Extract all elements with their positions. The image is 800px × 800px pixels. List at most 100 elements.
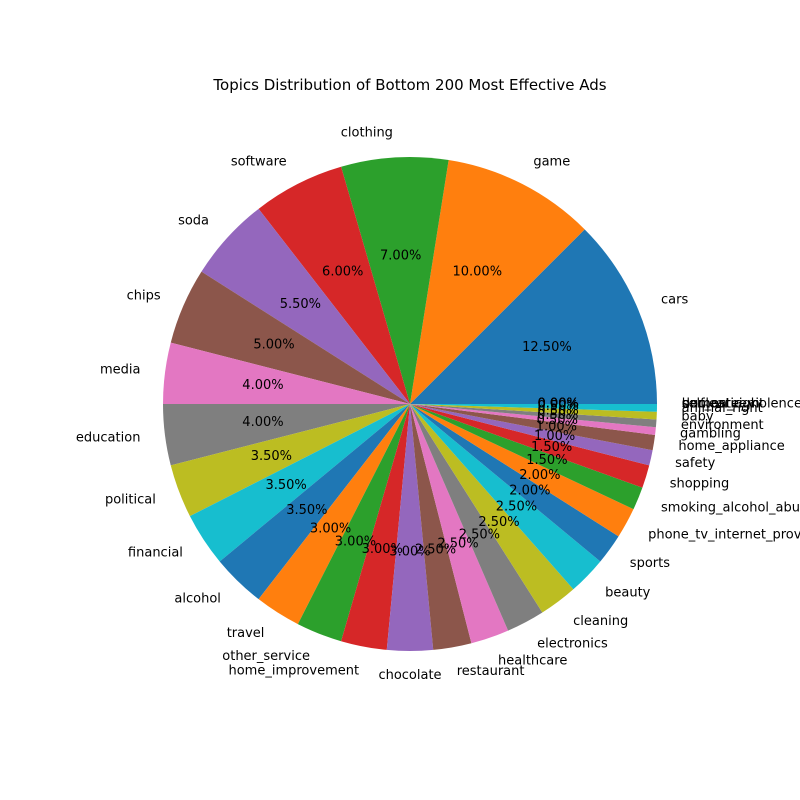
slice-label-restaurant: restaurant	[457, 664, 525, 679]
pie-slice-financial	[189, 404, 410, 562]
percent-label-beauty: 2.50%	[496, 500, 537, 515]
pie-slice-home-improvement	[341, 404, 410, 650]
chart-title: Topics Distribution of Bottom 200 Most E…	[212, 76, 606, 94]
slice-label-travel: travel	[227, 626, 265, 641]
percent-labels: 12.50% 10.00% 7.00% 6.00% 5.50% 5.00% 4.00% 4.0…	[242, 249, 579, 560]
slice-label-electronics: electronics	[537, 637, 608, 652]
slice-label-education: education	[76, 431, 141, 446]
percent-label-environment: 0.50%	[537, 408, 578, 423]
slice-label-gambling: gambling	[680, 426, 741, 441]
slice-label-safety: safety	[675, 456, 715, 471]
percent-label-chips: 5.00%	[253, 338, 294, 353]
percent-label-phone-tv-internet-providers: 2.00%	[519, 468, 560, 483]
percent-label-alcohol: 3.50%	[286, 503, 327, 518]
pie-slice-other-service	[297, 404, 410, 642]
pie-slice-game	[410, 160, 585, 404]
pie-slice-shopping	[410, 404, 650, 488]
percent-label-home-improvement: 3.00%	[362, 542, 403, 557]
percent-label-clothing: 7.00%	[380, 249, 421, 264]
slice-label-beauty: beauty	[605, 586, 651, 601]
pie-slice-beauty	[410, 404, 601, 590]
percent-label-other-service: 3.00%	[335, 534, 376, 549]
pie-slice-baby	[410, 404, 657, 420]
percent-label-self-esteem: 0.00%	[538, 397, 579, 412]
pie-slice-clothing	[341, 157, 449, 404]
pie-slice-software	[258, 166, 410, 404]
pie-slice-cleaning	[410, 404, 574, 613]
slice-label-home-improvement: home_improvement	[228, 663, 359, 678]
percent-label-unclear: 0.00%	[538, 397, 579, 412]
percent-label-cleaning: 2.50%	[478, 515, 519, 530]
pie-slice-smoking-alcohol-abuse	[410, 404, 643, 510]
percent-label-political: 3.50%	[251, 449, 292, 464]
slice-label-self-esteem: self_esteem	[682, 397, 760, 412]
slice-label-cleaning: cleaning	[573, 614, 628, 629]
percent-label-cars: 12.50%	[522, 340, 572, 355]
slice-label-baby: baby	[681, 409, 713, 424]
percent-label-safety: 1.00%	[534, 429, 575, 444]
pie-slice-education	[163, 404, 410, 466]
slice-label-game: game	[533, 154, 570, 169]
slice-label-human-right: human_right	[682, 397, 764, 412]
slice-label-software: software	[231, 154, 287, 169]
slice-label-domestic-violence: domestic_violence	[682, 397, 800, 412]
percent-label-travel: 3.00%	[310, 522, 351, 537]
slice-label-other-service: other_service	[222, 649, 310, 664]
pie-slice-safety	[410, 404, 653, 466]
slice-label-unclear: unclear	[682, 397, 731, 412]
percent-label-baby: 0.50%	[537, 403, 578, 418]
percent-label-human-right: 0.00%	[538, 397, 579, 412]
pie-slice-cars	[410, 229, 657, 404]
slice-label-alcohol: alcohol	[174, 592, 220, 607]
pie-slice-restaurant	[410, 404, 472, 650]
pie-slice-environment	[410, 404, 657, 428]
slice-label-chips: chips	[127, 289, 161, 304]
slice-label-environment: environment	[681, 418, 764, 433]
slice-label-home-appliance: home_appliance	[678, 439, 784, 454]
percent-label-soda: 5.50%	[280, 297, 321, 312]
percent-label-healthcare: 2.50%	[437, 537, 478, 552]
percent-label-financial: 3.50%	[265, 478, 306, 493]
percent-label-smoking-alcohol-abuse: 1.50%	[526, 453, 567, 468]
slice-label-animal-right: animal_right	[682, 401, 763, 416]
pie-slice-home-appliance	[410, 404, 656, 451]
percent-label-electronics: 2.50%	[459, 527, 500, 542]
slice-label-sports: sports	[630, 556, 670, 571]
percent-label-media: 4.00%	[242, 378, 283, 393]
pie-slice-political	[170, 404, 410, 517]
percent-label-chocolate: 3.00%	[389, 545, 430, 560]
slice-label-shopping: shopping	[670, 476, 730, 491]
percent-label-education: 4.00%	[242, 415, 283, 430]
pie-slice-healthcare	[410, 404, 509, 644]
slice-label-cars: cars	[661, 293, 688, 308]
pie-slice-soda	[201, 208, 410, 404]
pie-slice-phone-tv-internet-providers	[410, 404, 634, 537]
slice-label-chocolate: chocolate	[378, 668, 441, 683]
slice-label-media: media	[100, 362, 141, 377]
percent-label-domestic-violence: 0.00%	[538, 397, 579, 412]
percent-label-game: 10.00%	[452, 264, 502, 279]
percent-label-restaurant: 2.50%	[415, 542, 456, 557]
percent-label-gambling: 0.50%	[537, 413, 578, 428]
slice-label-political: political	[105, 493, 156, 508]
slice-label-healthcare: healthcare	[498, 654, 567, 669]
pie-slice-chips	[170, 271, 410, 404]
pie-slice-gambling	[410, 404, 656, 435]
percent-label-shopping: 1.50%	[531, 440, 572, 455]
slice-label-clothing: clothing	[341, 125, 393, 140]
percent-label-sports: 2.00%	[509, 484, 550, 499]
pie-slice-animal-right	[410, 404, 657, 412]
pie-slice-chocolate	[386, 404, 434, 651]
pie-slices	[163, 157, 657, 651]
pie-slice-electronics	[410, 404, 543, 631]
pie-slice-media	[163, 342, 410, 404]
pie-slice-travel	[258, 404, 410, 625]
slice-label-soda: soda	[178, 214, 209, 229]
slice-label-phone-tv-internet-providers: phone_tv_internet_providers	[648, 527, 800, 542]
percent-label-software: 6.00%	[322, 264, 363, 279]
percent-label-home-appliance: 1.00%	[536, 420, 577, 435]
pie-slice-alcohol	[219, 404, 410, 600]
percent-label-animal-right: 0.50%	[538, 399, 579, 414]
